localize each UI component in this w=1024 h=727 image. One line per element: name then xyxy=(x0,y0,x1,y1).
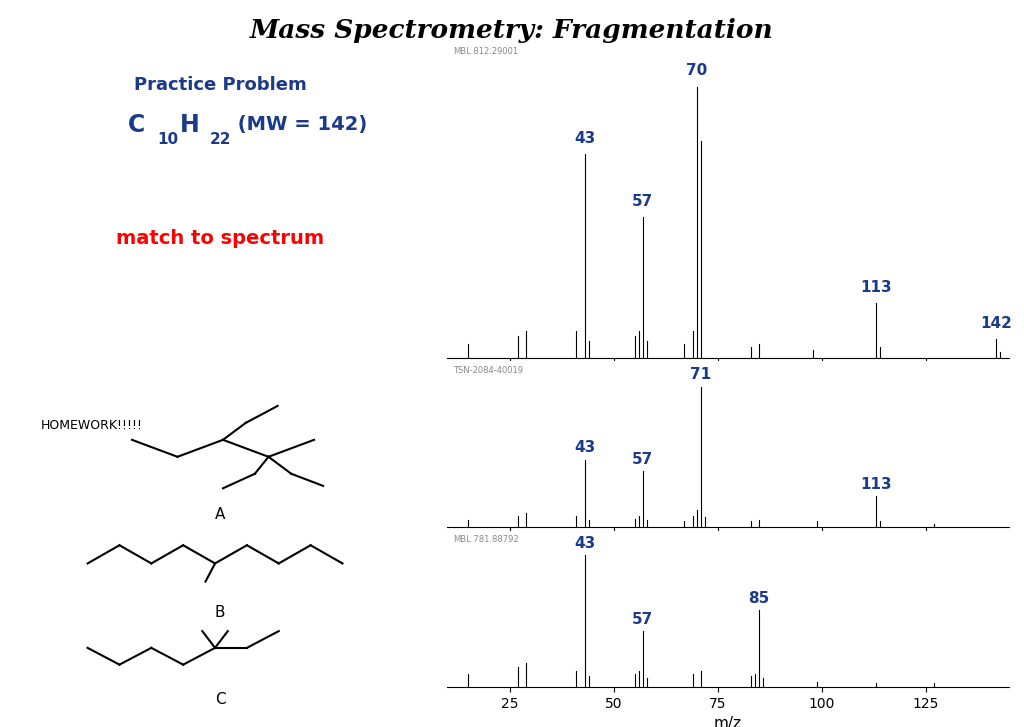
X-axis label: m/z: m/z xyxy=(714,716,742,727)
Text: 85: 85 xyxy=(749,591,770,606)
Text: HOMEWORK!!!!!: HOMEWORK!!!!! xyxy=(41,419,143,432)
Text: 70: 70 xyxy=(686,63,708,79)
Text: C: C xyxy=(215,692,225,707)
Text: 10: 10 xyxy=(158,132,178,148)
Text: B: B xyxy=(215,605,225,620)
Text: 113: 113 xyxy=(860,281,892,295)
Text: (MW = 142): (MW = 142) xyxy=(230,115,368,134)
Text: 22: 22 xyxy=(210,132,230,148)
Text: 71: 71 xyxy=(690,367,712,382)
Text: H: H xyxy=(180,113,200,137)
Text: 57: 57 xyxy=(632,193,653,209)
Text: Practice Problem: Practice Problem xyxy=(134,76,306,95)
Text: MBL.812.29001: MBL.812.29001 xyxy=(453,47,518,57)
Text: 43: 43 xyxy=(574,441,595,455)
Text: 57: 57 xyxy=(632,451,653,467)
Text: 142: 142 xyxy=(980,316,1012,331)
Text: 57: 57 xyxy=(632,612,653,627)
Text: 43: 43 xyxy=(574,132,595,146)
Text: 43: 43 xyxy=(574,536,595,550)
Text: MBL.781.88792: MBL.781.88792 xyxy=(453,535,519,545)
Text: Mass Spectrometry: Fragmentation: Mass Spectrometry: Fragmentation xyxy=(250,18,774,43)
Text: 113: 113 xyxy=(860,477,892,492)
Text: match to spectrum: match to spectrum xyxy=(116,229,325,248)
Text: C: C xyxy=(128,113,145,137)
Text: A: A xyxy=(215,507,225,522)
Text: TSN-2084-40019: TSN-2084-40019 xyxy=(453,366,523,375)
